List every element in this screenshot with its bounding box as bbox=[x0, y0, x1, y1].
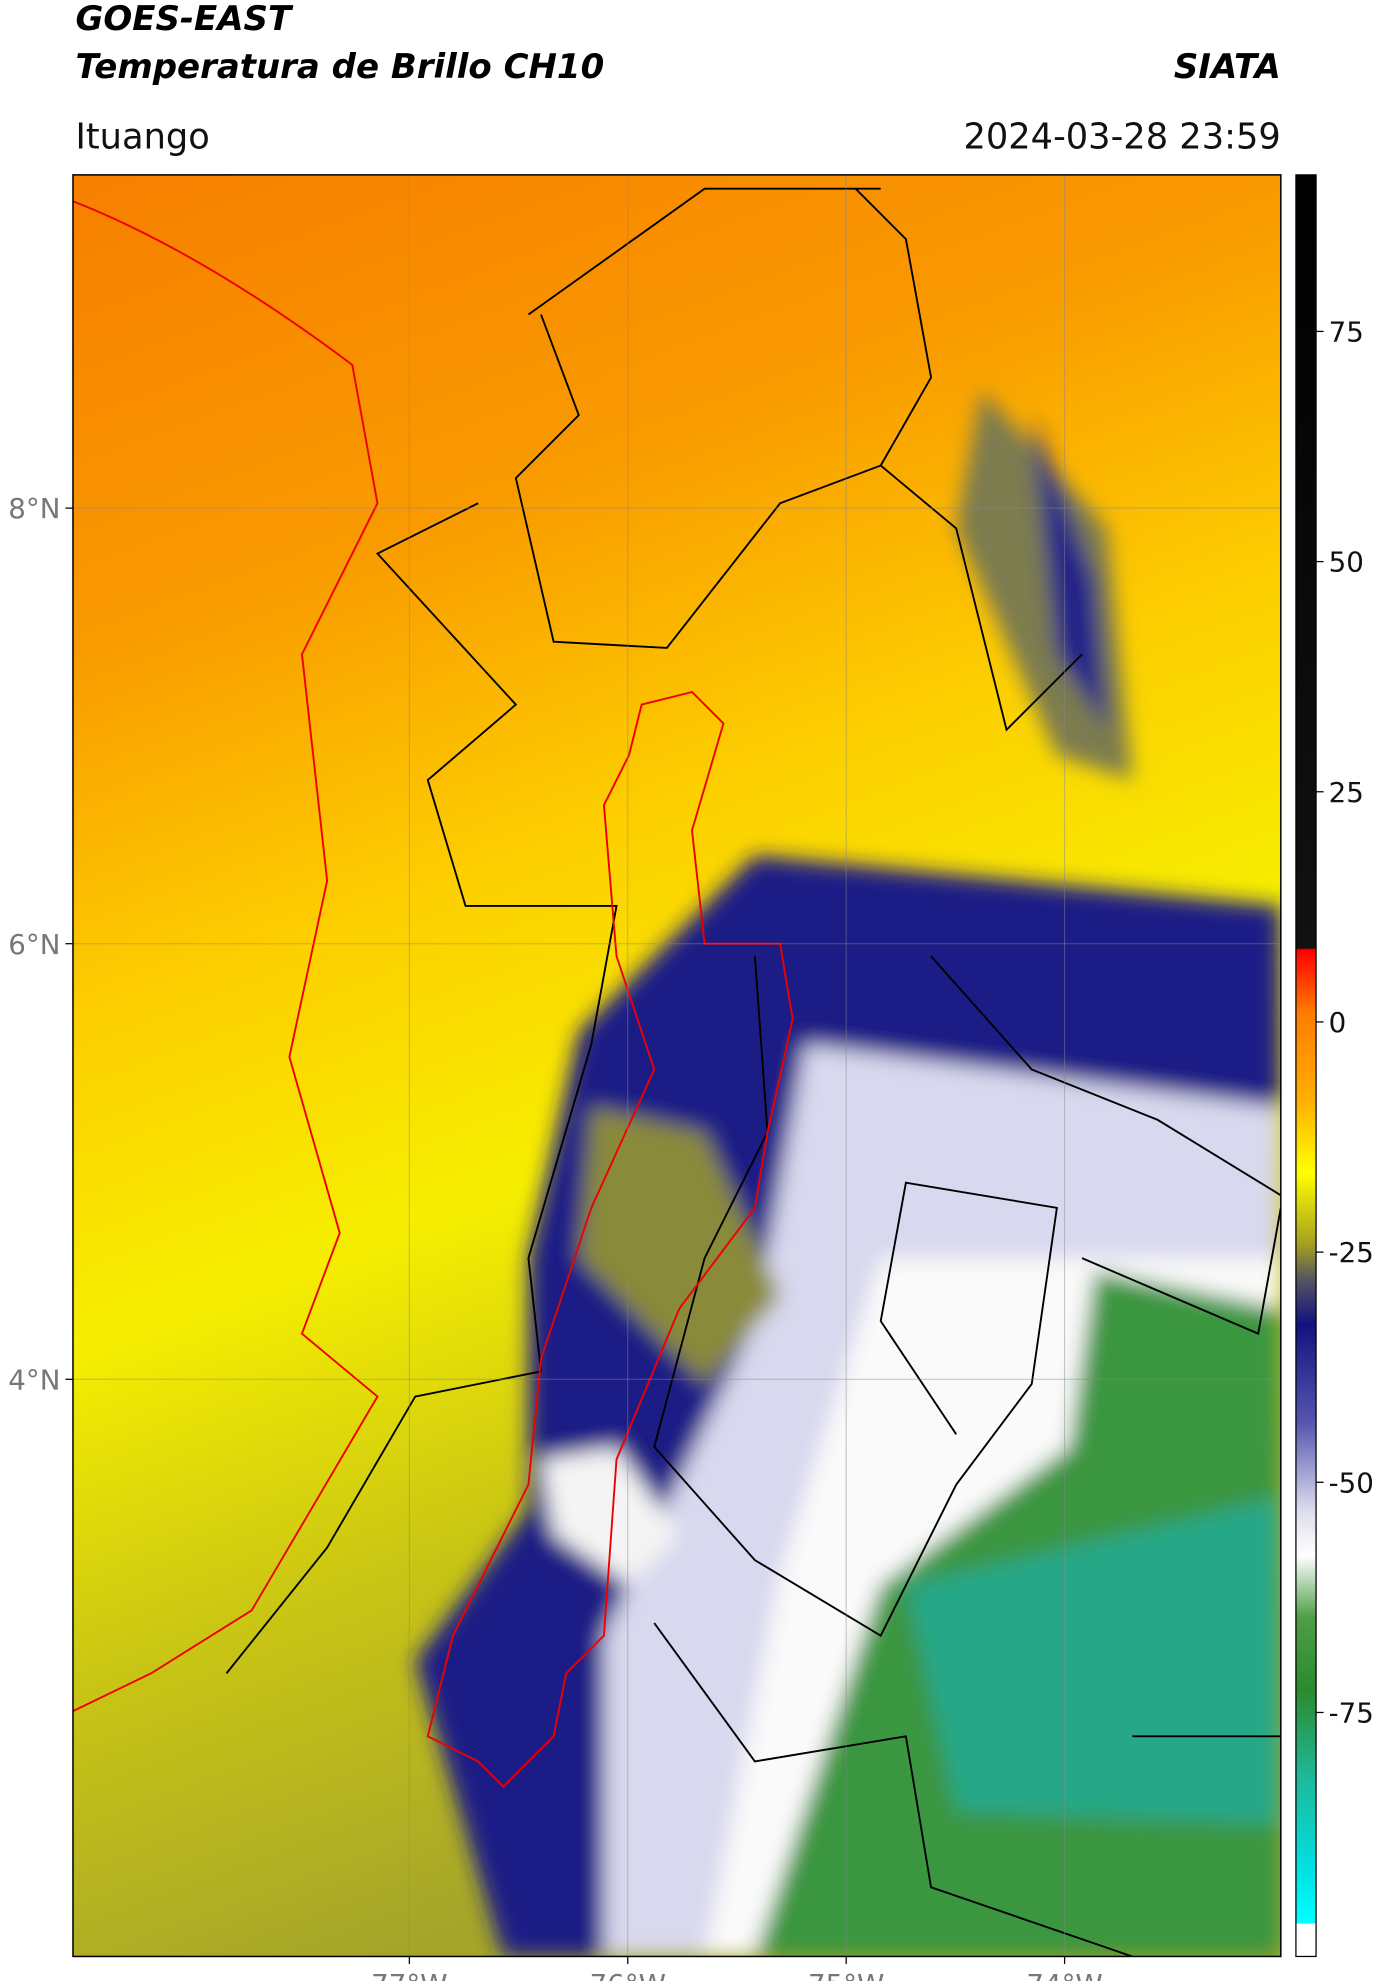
x-tick-label: 77°W bbox=[371, 1968, 447, 1981]
satellite-image bbox=[72, 174, 1281, 1957]
subtitle: Temperatura de Brillo CH10 bbox=[75, 47, 604, 87]
colorbar bbox=[1295, 174, 1317, 1958]
colorbar-tick-label: 75 bbox=[1329, 315, 1364, 348]
x-tick-label: 74°W bbox=[1026, 1968, 1102, 1981]
colorbar-tick-label: -50 bbox=[1329, 1466, 1374, 1499]
brand: SIATA bbox=[1174, 47, 1281, 87]
location: Ituango bbox=[75, 116, 209, 157]
colorbar-tick-label: 50 bbox=[1329, 546, 1364, 579]
y-tick-label: 8°N bbox=[8, 492, 60, 525]
y-tick-label: 4°N bbox=[8, 1363, 60, 1396]
x-tick-label: 75°W bbox=[808, 1968, 884, 1981]
map-frame bbox=[72, 174, 1282, 1958]
title: GOES-EAST bbox=[75, 0, 293, 39]
y-tick-label: 6°N bbox=[8, 928, 60, 961]
colorbar-tick-label: -25 bbox=[1329, 1236, 1374, 1269]
colorbar-tick-label: 0 bbox=[1329, 1006, 1347, 1039]
x-tick-label: 76°W bbox=[590, 1968, 666, 1981]
datetime: 2024-03-28 23:59 bbox=[963, 116, 1280, 157]
colorbar-tick-label: 25 bbox=[1329, 776, 1364, 809]
colorbar-tick-label: -75 bbox=[1329, 1697, 1374, 1730]
